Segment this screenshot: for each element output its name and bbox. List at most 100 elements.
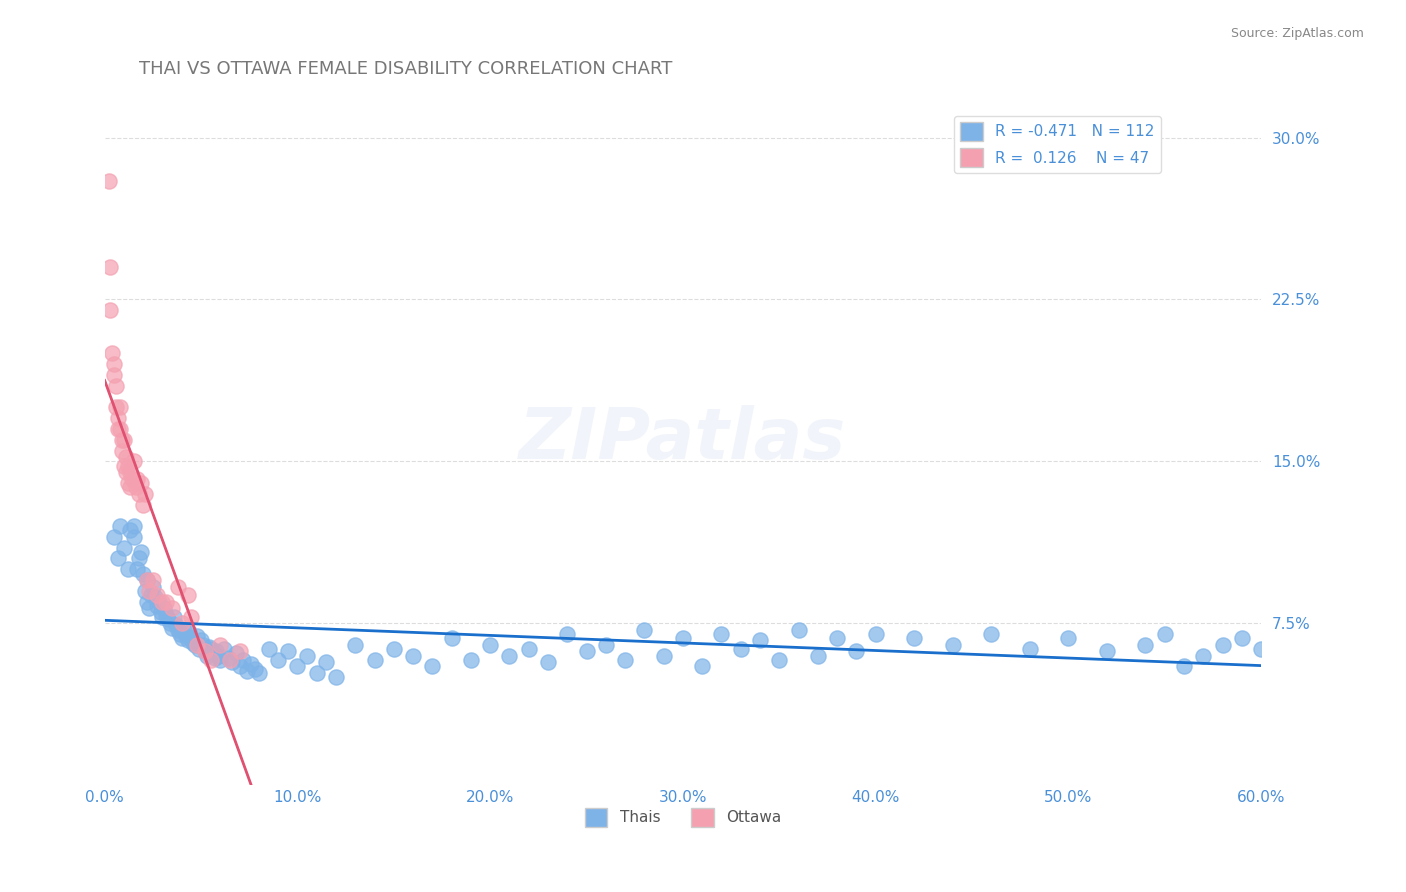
Point (807, 648, 830, 663)
Point (100, 303, 122, 318)
Point (420, 659, 443, 673)
Point (219, 653, 242, 667)
Point (176, 588, 198, 602)
Point (287, 659, 309, 673)
Point (205, 644, 228, 658)
Point (1153, 627, 1175, 641)
Point (865, 627, 887, 641)
Point (787, 623, 810, 637)
Point (180, 609, 202, 624)
Point (672, 632, 695, 646)
Point (633, 623, 655, 637)
Point (228, 644, 250, 658)
Point (107, 411, 129, 425)
Point (160, 621, 183, 635)
Point (118, 524, 141, 538)
Point (163, 609, 186, 624)
Point (209, 653, 232, 667)
Point (118, 465, 141, 479)
Point (555, 627, 578, 641)
Point (710, 627, 733, 641)
Point (942, 638, 965, 652)
Point (257, 642, 280, 657)
Point (103, 530, 125, 544)
Point (1192, 648, 1215, 663)
Point (1173, 659, 1195, 673)
Point (768, 653, 790, 667)
Point (100, 260, 122, 274)
Point (122, 530, 145, 544)
Point (115, 465, 138, 479)
Point (188, 642, 211, 657)
Point (903, 632, 925, 646)
Point (129, 475, 152, 490)
Point (152, 609, 174, 624)
Point (128, 551, 150, 566)
Point (143, 591, 166, 605)
Point (149, 606, 172, 620)
Point (225, 647, 247, 661)
Point (160, 601, 183, 615)
Point (190, 633, 212, 648)
Point (575, 644, 598, 658)
Point (179, 624, 201, 639)
Point (200, 642, 222, 657)
Point (204, 650, 226, 665)
Legend: Thais, Ottawa: Thais, Ottawa (578, 802, 787, 833)
Point (148, 594, 170, 608)
Point (127, 562, 149, 576)
Point (136, 573, 159, 587)
Point (217, 650, 239, 665)
Point (197, 640, 219, 654)
Point (138, 583, 160, 598)
Point (186, 638, 208, 652)
Point (749, 633, 772, 648)
Point (614, 653, 637, 667)
Point (174, 629, 197, 643)
Point (108, 519, 131, 533)
Point (183, 635, 205, 649)
Point (117, 458, 139, 473)
Point (153, 601, 176, 615)
Point (277, 644, 299, 658)
Point (1095, 644, 1118, 658)
Point (194, 644, 217, 658)
Point (129, 545, 152, 559)
Point (103, 357, 125, 371)
Point (145, 599, 167, 613)
Point (159, 616, 181, 631)
Point (155, 594, 177, 608)
Point (155, 607, 177, 622)
Point (173, 623, 195, 637)
Point (200, 653, 222, 667)
Point (176, 633, 198, 648)
Point (115, 450, 138, 464)
Point (194, 644, 217, 658)
Point (105, 401, 128, 415)
Point (152, 594, 174, 608)
Point (121, 472, 143, 486)
Point (111, 433, 134, 447)
Point (97, 174, 120, 188)
Point (325, 670, 347, 684)
Point (145, 588, 167, 602)
Text: Source: ZipAtlas.com: Source: ZipAtlas.com (1230, 27, 1364, 40)
Point (112, 458, 135, 473)
Point (180, 632, 202, 646)
Point (108, 401, 131, 415)
Point (1230, 632, 1253, 646)
Point (652, 648, 675, 663)
Point (112, 541, 135, 555)
Point (1250, 642, 1272, 657)
Point (118, 480, 141, 494)
Point (136, 594, 159, 608)
Point (128, 486, 150, 500)
Point (382, 642, 405, 657)
Point (460, 653, 482, 667)
Point (169, 627, 191, 641)
Point (537, 655, 560, 669)
Point (108, 422, 131, 436)
Point (730, 642, 752, 657)
Point (134, 583, 156, 598)
Point (105, 379, 128, 393)
